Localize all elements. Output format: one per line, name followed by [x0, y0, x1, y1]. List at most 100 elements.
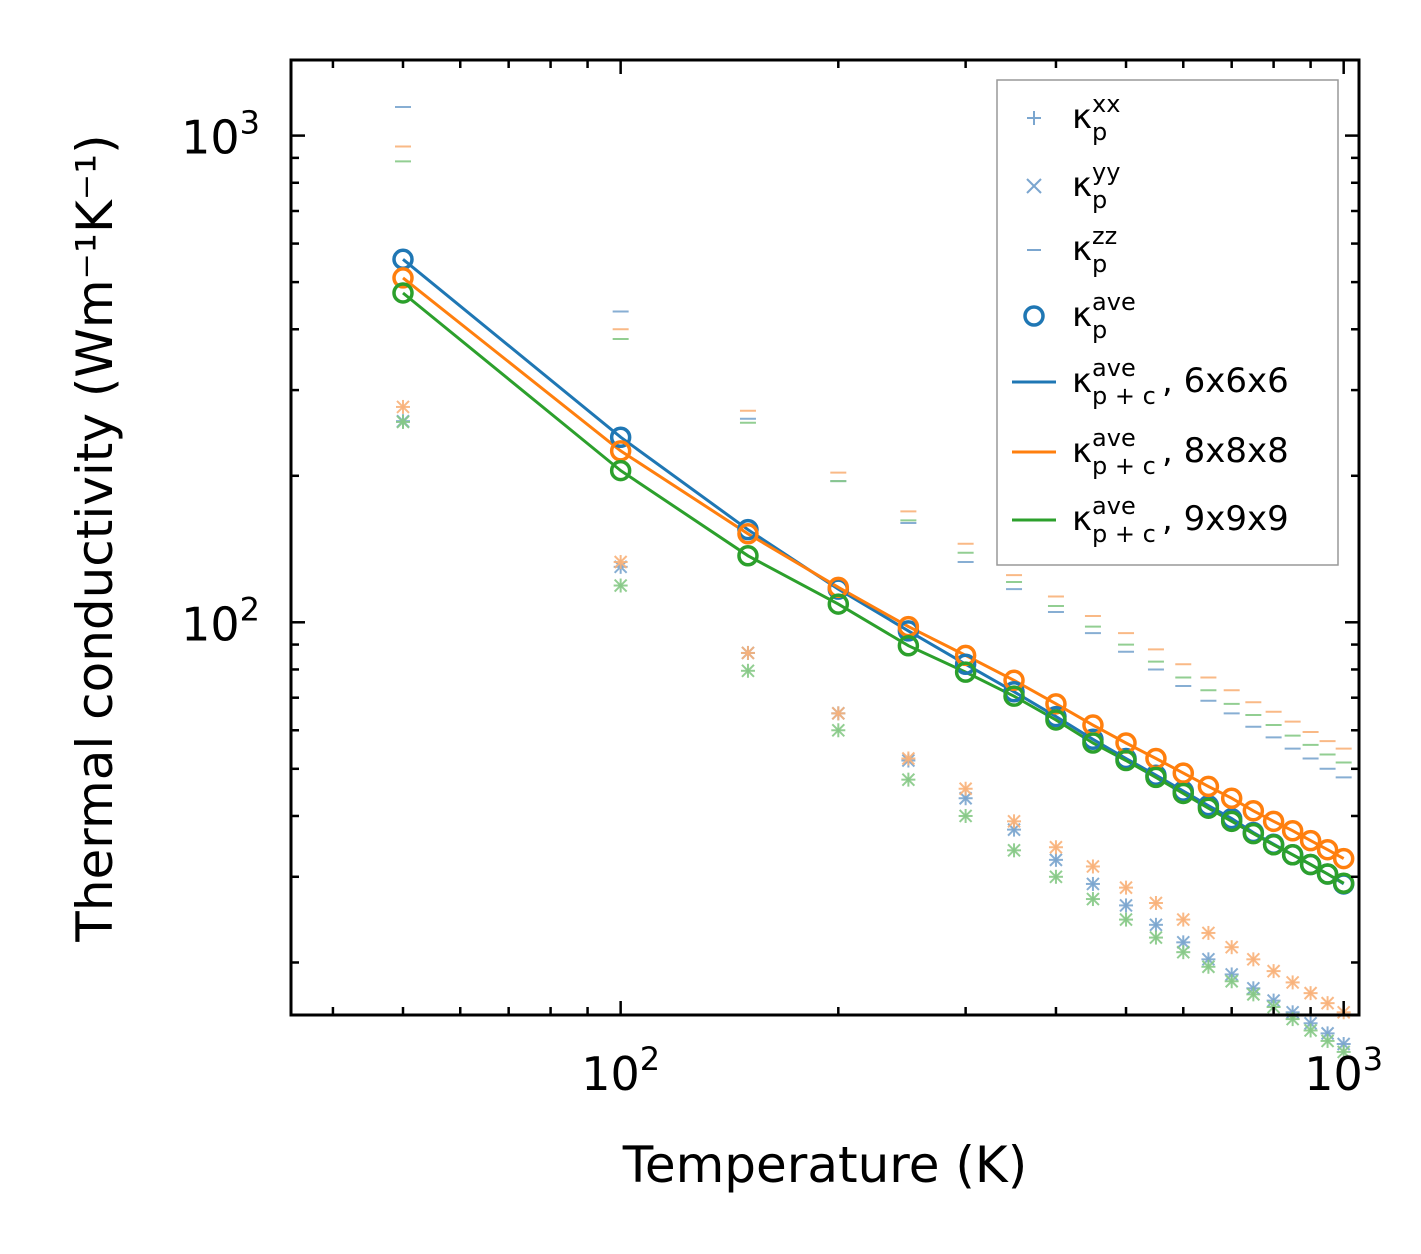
ave-point-9x9x9-ring: [1197, 797, 1220, 819]
kyy-point-9x9x9-d2: [1149, 930, 1163, 945]
ave-point-8x8x8-ring: [1316, 838, 1339, 861]
kyy-point-8x8x8-d2: [831, 706, 846, 721]
ave-point-9x9x9-ring: [1316, 863, 1339, 885]
ave-point-9x9x9-ring: [609, 459, 632, 482]
kyy-point-8x8x8-d2: [396, 400, 410, 414]
kyy-point-9x9x9: [1049, 870, 1063, 884]
ave-point-9x9x9-ring: [392, 282, 414, 304]
ave-point-8x8x8: [1262, 810, 1285, 833]
kyy-point-6x6x6-d2: [958, 791, 973, 805]
ave-point-6x6x6-ring: [954, 653, 977, 675]
ave-point-8x8x8: [1172, 762, 1195, 784]
ave-point-9x9x9-ring: [897, 634, 920, 657]
ave-point-8x8x8: [1332, 847, 1355, 870]
ave-point-9x9x9: [737, 545, 759, 567]
kyy-point-9x9x9-d2: [831, 723, 846, 737]
kyy-point-6x6x6: [1176, 935, 1190, 950]
legend-marker-3: [1023, 305, 1045, 327]
kyy-point-8x8x8-d2: [1303, 986, 1318, 1000]
ave-point-8x8x8: [1281, 819, 1304, 842]
kyy-point-9x9x9-d2: [1176, 945, 1190, 959]
ave-point-9x9x9-ring: [1082, 732, 1104, 754]
kyy-point-6x6x6-d2: [1176, 935, 1190, 950]
kyy-point-8x8x8-d2: [1201, 926, 1216, 940]
ave-line-9x9x9: [402, 291, 1345, 885]
ave-point-9x9x9-ring: [1299, 853, 1322, 876]
kyy-point-8x8x8: [741, 646, 755, 660]
kyy-point-6x6x6-d2: [1149, 918, 1163, 932]
legend: κxx p κyy p κzz p κave p κave p + c, 6x6x6 κave p +…: [996, 79, 1339, 566]
ave-point-8x8x8-ring: [1299, 829, 1322, 852]
x-tick-label: 102: [581, 1040, 660, 1101]
ave-point-8x8x8: [1242, 800, 1265, 822]
legend-marker-3-ring: [1023, 305, 1045, 327]
ave-point-9x9x9: [1299, 853, 1322, 876]
ave-point-9x9x9: [1003, 685, 1025, 707]
kyy-point-8x8x8: [1149, 896, 1163, 910]
kyy-point-8x8x8: [958, 782, 973, 796]
kyy-point-9x9x9: [1336, 1045, 1351, 1059]
ave-point-9x9x9-ring: [1172, 782, 1195, 805]
kyy-point-9x9x9: [1246, 987, 1261, 1002]
ave-point-9x9x9-ring: [1220, 810, 1243, 833]
legend-box: [996, 79, 1339, 566]
legend-label: κave p + c, 9x9x9: [1072, 492, 1289, 548]
kyy-point-9x9x9: [1119, 912, 1133, 927]
ave-point-9x9x9: [827, 593, 850, 615]
kyy-point-8x8x8-d2: [1224, 940, 1239, 954]
y-tick-label: 103: [181, 104, 260, 165]
ave-point-6x6x6: [609, 426, 632, 448]
ave-point-8x8x8-ring: [1045, 693, 1067, 715]
legend-label: κave p: [1072, 288, 1136, 344]
ave-point-9x9x9-ring: [1242, 822, 1265, 845]
kyy-point-8x8x8: [613, 555, 628, 569]
kyy-point-9x9x9: [1303, 1023, 1318, 1038]
kyy-point-8x8x8: [1007, 814, 1021, 829]
ave-point-9x9x9: [1045, 709, 1067, 731]
kyy-point-8x8x8-d2: [1086, 859, 1100, 874]
ave-point-9x9x9-ring: [1281, 843, 1304, 866]
kyy-point-9x9x9-d2: [1007, 843, 1021, 858]
ave-point-9x9x9: [1316, 863, 1339, 885]
kyy-point-9x9x9-d2: [396, 415, 410, 429]
ave-point-9x9x9: [1197, 797, 1220, 819]
kyy-point-8x8x8-d2: [958, 782, 973, 796]
kyy-point-8x8x8: [1201, 926, 1216, 940]
legend-marker-1: [1026, 178, 1042, 194]
kyy-point-8x8x8-d2: [1049, 840, 1063, 854]
kyy-point-8x8x8: [1176, 912, 1190, 927]
kyy-point-6x6x6: [1086, 877, 1100, 891]
ave-point-9x9x9: [392, 282, 414, 304]
kyy-point-8x8x8-d2: [1320, 996, 1335, 1010]
kyy-point-9x9x9-d2: [613, 578, 628, 593]
kyy-point-8x8x8: [831, 706, 846, 721]
kyy-point-8x8x8-d2: [1149, 896, 1163, 910]
ave-point-9x9x9-ring: [1115, 749, 1137, 772]
kyy-point-8x8x8: [1266, 964, 1281, 978]
kyy-point-9x9x9-d2: [958, 809, 973, 823]
kyy-point-8x8x8-d2: [1176, 912, 1190, 927]
kyy-point-8x8x8: [1049, 840, 1063, 854]
kyy-point-9x9x9: [1201, 960, 1216, 974]
legend-label: κxx p: [1072, 90, 1120, 146]
kyy-point-9x9x9: [958, 809, 973, 823]
ave-point-9x9x9: [897, 634, 920, 657]
x-tick-label: 103: [1304, 1040, 1383, 1101]
legend-label: κave p + c, 6x6x6: [1072, 354, 1289, 410]
kyy-point-9x9x9: [1007, 843, 1021, 858]
ave-point-8x8x8-ring: [1281, 819, 1304, 842]
axes-frame: [289, 58, 1361, 1017]
ave-point-8x8x8-ring: [1197, 775, 1220, 798]
kyy-point-6x6x6: [958, 791, 973, 805]
kyy-point-8x8x8-d2: [1007, 814, 1021, 829]
ave-line-8x8x8: [402, 276, 1345, 860]
kyy-point-8x8x8: [1320, 996, 1335, 1010]
kyy-point-9x9x9-d2: [1224, 974, 1239, 988]
kyy-point-9x9x9: [613, 578, 628, 593]
kyy-point-8x8x8: [396, 400, 410, 414]
ave-point-9x9x9: [954, 661, 977, 683]
kyy-point-9x9x9-d2: [741, 664, 755, 678]
ave-point-9x9x9: [1242, 822, 1265, 845]
ave-point-8x8x8-ring: [1262, 810, 1285, 833]
legend-label: κave p + c, 8x8x8: [1072, 424, 1289, 480]
